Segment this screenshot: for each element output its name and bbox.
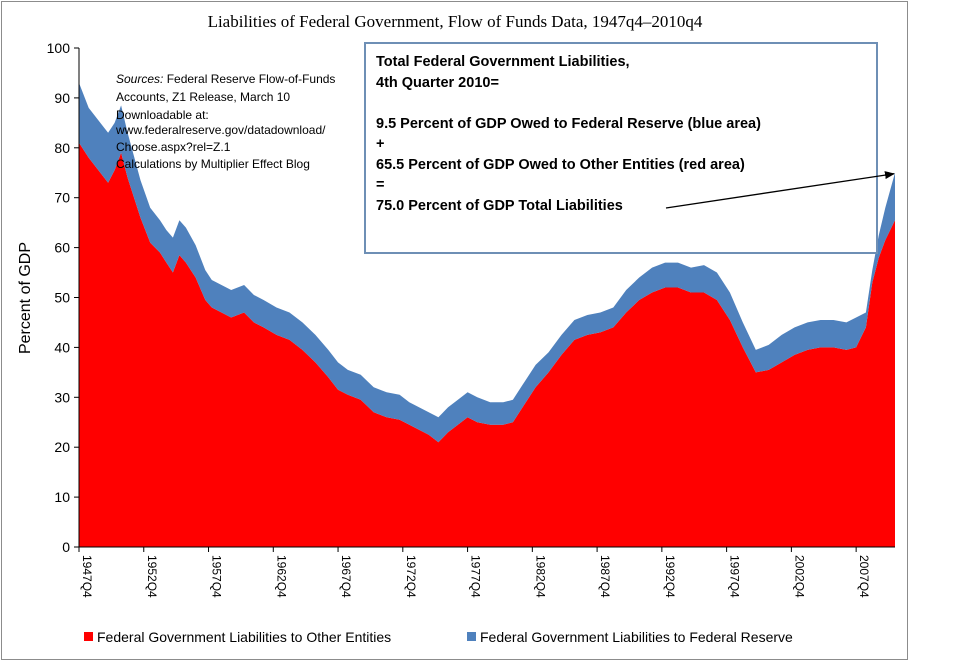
x-tick-label: 1962Q4 <box>274 555 288 598</box>
x-tick-label: 1982Q4 <box>533 555 547 598</box>
annotation-box: Total Federal Government Liabilities, 4t… <box>364 42 878 254</box>
y-tick-label: 80 <box>54 140 70 156</box>
sources-note: Sources: Federal Reserve Flow-of-Funds A… <box>115 72 335 171</box>
y-tick-label: 100 <box>47 40 71 56</box>
sources-line-4: www.federalreserve.gov/datadownload/ <box>115 123 326 137</box>
y-tick-label: 50 <box>54 290 70 306</box>
x-tick-label: 2002Q4 <box>792 555 806 598</box>
y-tick-labels: 0 10 20 30 40 50 60 70 80 90 100 <box>47 40 71 555</box>
x-tick-label: 1977Q4 <box>469 555 483 598</box>
x-tick-label: 1957Q4 <box>210 555 224 598</box>
x-tick-label: 1972Q4 <box>404 555 418 598</box>
legend-label-other-entities: Federal Government Liabilities to Other … <box>97 629 391 645</box>
y-tick-label: 70 <box>54 190 70 206</box>
x-tick-label: 1952Q4 <box>145 555 159 598</box>
annotation-line-1: Total Federal Government Liabilities, <box>376 54 630 70</box>
annotation-line-8: 75.0 Percent of GDP Total Liabilities <box>376 197 623 214</box>
sources-line-1: Sources: Federal Reserve Flow-of-Funds <box>116 72 335 86</box>
y-tick-label: 30 <box>54 389 70 405</box>
x-tick-labels: 1947Q4 1952Q4 1957Q4 1962Q4 1967Q4 1972Q4 1977… <box>80 555 871 598</box>
annotation-line-2: 4th Quarter 2010= <box>376 74 499 91</box>
sources-line-1-text: Federal Reserve Flow-of-Funds <box>163 72 335 86</box>
annotation-line-7: = <box>376 177 385 193</box>
y-tick-label: 10 <box>54 489 70 505</box>
annotation-line-4: 9.5 Percent of GDP Owed to Federal Reser… <box>376 115 761 132</box>
legend: Federal Government Liabilities to Other … <box>84 629 793 645</box>
series-areas <box>79 82 895 548</box>
y-tick-label: 20 <box>54 439 70 455</box>
annotation-line-5: + <box>376 136 385 152</box>
y-tick-label: 40 <box>54 339 70 355</box>
y-axis-label: Percent of GDP <box>17 242 34 354</box>
x-tick-label: 1987Q4 <box>598 555 612 598</box>
y-tick-label: 0 <box>62 539 70 555</box>
sources-line-3: Downloadable at: <box>116 108 209 122</box>
legend-label-federal-reserve: Federal Government Liabilities to Federa… <box>480 629 793 645</box>
sources-line-5: Choose.aspx?rel=Z.1 <box>116 140 231 154</box>
annotation-line-6: 65.5 Percent of GDP Owed to Other Entiti… <box>376 156 745 173</box>
sources-line-2: Accounts, Z1 Release, March 10 <box>116 90 290 104</box>
x-tick-label: 1967Q4 <box>339 555 353 598</box>
x-tick-label: 2007Q4 <box>857 555 871 598</box>
sources-line-6: Calculations by Multiplier Effect Blog <box>116 157 310 171</box>
legend-swatch-federal-reserve <box>467 632 476 641</box>
sources-label: Sources: <box>116 72 163 86</box>
annotation-line-3 <box>376 93 866 114</box>
x-tick-label: 1947Q4 <box>80 555 94 598</box>
legend-swatch-other-entities <box>84 632 93 641</box>
x-tick-label: 1992Q4 <box>663 555 677 598</box>
x-tick-label: 1997Q4 <box>728 555 742 598</box>
y-tick-label: 60 <box>54 240 70 256</box>
y-tick-label: 90 <box>54 90 70 106</box>
area-series-1 <box>79 142 895 548</box>
chart-title: Liabilities of Federal Government, Flow … <box>208 12 703 31</box>
axes <box>74 47 895 552</box>
